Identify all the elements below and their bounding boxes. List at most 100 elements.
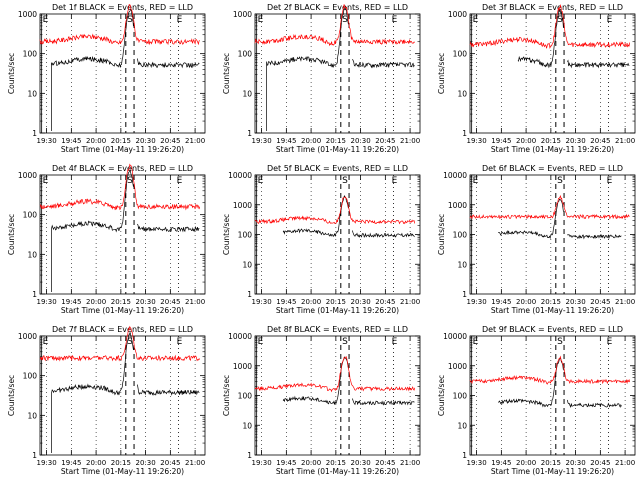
x-tick-label: 20:15 [111,298,131,306]
x-tick-label: 20:30 [566,298,586,306]
x-tick-label: 19:30 [467,459,487,467]
x-tick-label: 20:45 [375,137,395,145]
x-tick-label: 20:00 [301,298,321,306]
y-tick-label: 1 [462,129,467,138]
x-axis-label: Start Time (01-May-11 19:26:20) [491,467,614,476]
x-axis-label: Start Time (01-May-11 19:26:20) [276,145,399,154]
y-axis-label: Counts/sec [437,53,446,94]
y-axis-label: Counts/sec [437,214,446,255]
series-events-line [282,194,415,239]
y-axis-label: Counts/sec [222,53,231,94]
y-tick-label: 100 [23,50,38,59]
y-tick-label: 10000 [443,171,467,180]
panel-title: Det 9f BLACK = Events, RED = LLD [482,325,623,334]
x-tick-label: 21:00 [615,137,635,145]
x-tick-label: 20:30 [136,298,156,306]
x-tick-label: 21:00 [400,298,420,306]
x-tick-label: 20:15 [111,137,131,145]
series-events-line [282,356,415,406]
marker-label-s: S [342,176,348,186]
x-tick-label: 19:45 [61,137,81,145]
marker-label-e-start: E [258,176,264,186]
marker-label-e-end: E [177,15,183,25]
panel-title: Det 6f BLACK = Events, RED = LLD [482,164,623,173]
series-lld-line [39,325,200,362]
x-tick-label: 20:45 [375,459,395,467]
y-tick-label: 100 [238,392,253,401]
y-tick-label: 10000 [228,332,252,341]
x-tick-label: 21:00 [400,459,420,467]
marker-label-s: S [557,337,563,347]
x-tick-label: 20:30 [136,137,156,145]
y-tick-label: 1 [247,129,252,138]
x-tick-label: 19:30 [467,137,487,145]
y-tick-label: 10000 [228,171,252,180]
series-events-line [498,198,622,240]
marker-label-e-end: E [177,176,183,186]
y-tick-label: 1000 [233,10,252,19]
marker-label-s: S [342,337,348,347]
plot-frame [469,335,636,456]
y-axis-label: Counts/sec [7,214,16,255]
x-tick-label: 20:15 [541,137,561,145]
marker-label-s: S [557,15,563,25]
y-tick-label: 1 [32,451,37,460]
y-tick-label: 1 [32,129,37,138]
x-axis-label: Start Time (01-May-11 19:26:20) [61,145,184,154]
y-axis-label: Counts/sec [222,214,231,255]
y-tick-label: 1 [247,451,252,460]
x-tick-label: 20:45 [590,298,610,306]
y-tick-label: 1 [462,290,467,299]
x-tick-label: 21:00 [615,459,635,467]
y-tick-label: 100 [453,231,468,240]
y-tick-label: 1 [247,290,252,299]
x-tick-label: 20:30 [566,459,586,467]
y-tick-label: 10 [27,89,37,98]
x-axis-label: Start Time (01-May-11 19:26:20) [61,467,184,476]
x-tick-label: 20:30 [566,137,586,145]
y-tick-label: 1000 [233,201,252,210]
x-tick-label: 19:30 [37,298,57,306]
series-events-line [498,358,622,408]
series-events-line [51,332,200,453]
y-tick-label: 1000 [448,201,467,210]
x-tick-label: 20:30 [351,298,371,306]
x-tick-label: 20:00 [301,137,321,145]
x-tick-label: 20:15 [541,298,561,306]
y-tick-label: 10 [242,89,252,98]
y-tick-label: 1000 [233,362,252,371]
marker-label-e-end: E [607,15,613,25]
x-tick-label: 19:45 [276,137,296,145]
y-tick-label: 100 [453,50,468,59]
x-tick-label: 19:45 [61,459,81,467]
marker-label-s: S [127,337,133,347]
x-tick-label: 20:15 [111,459,131,467]
marker-label-e-end: E [607,176,613,186]
marker-label-e-start: E [258,15,264,25]
panel-det-7: Det 7f BLACK = Events, RED = LLD 1 10 100 10… [7,325,206,476]
y-tick-label: 100 [238,50,253,59]
x-tick-label: 19:30 [37,137,57,145]
plot-frame [39,13,206,134]
panel-det-3: Det 3f BLACK = Events, RED = LLD 1 10 100 10… [437,3,636,154]
panel-det-8: Det 8f BLACK = Events, RED = LLD 1 10 100 10… [222,325,421,476]
panel-title: Det 7f BLACK = Events, RED = LLD [52,325,193,334]
x-axis-label: Start Time (01-May-11 19:26:20) [61,306,184,315]
marker-label-e-start: E [43,176,49,186]
panel-det-5: Det 5f BLACK = Events, RED = LLD 1 10 100 10… [222,164,421,315]
marker-label-e-end: E [392,176,398,186]
plot-frame [469,13,636,134]
series-lld-line [469,355,631,385]
x-axis-label: Start Time (01-May-11 19:26:20) [491,145,614,154]
x-tick-label: 20:00 [516,459,536,467]
panel-title: Det 1f BLACK = Events, RED = LLD [52,3,193,12]
marker-label-e-start: E [258,337,264,347]
x-tick-label: 20:00 [86,298,106,306]
y-tick-label: 10000 [443,332,467,341]
series-lld-line [469,194,630,220]
series-events-line [51,168,200,292]
panel-title: Det 3f BLACK = Events, RED = LLD [482,3,623,12]
y-tick-label: 10 [27,250,37,259]
y-tick-label: 100 [23,372,38,381]
marker-label-e-start: E [473,176,479,186]
